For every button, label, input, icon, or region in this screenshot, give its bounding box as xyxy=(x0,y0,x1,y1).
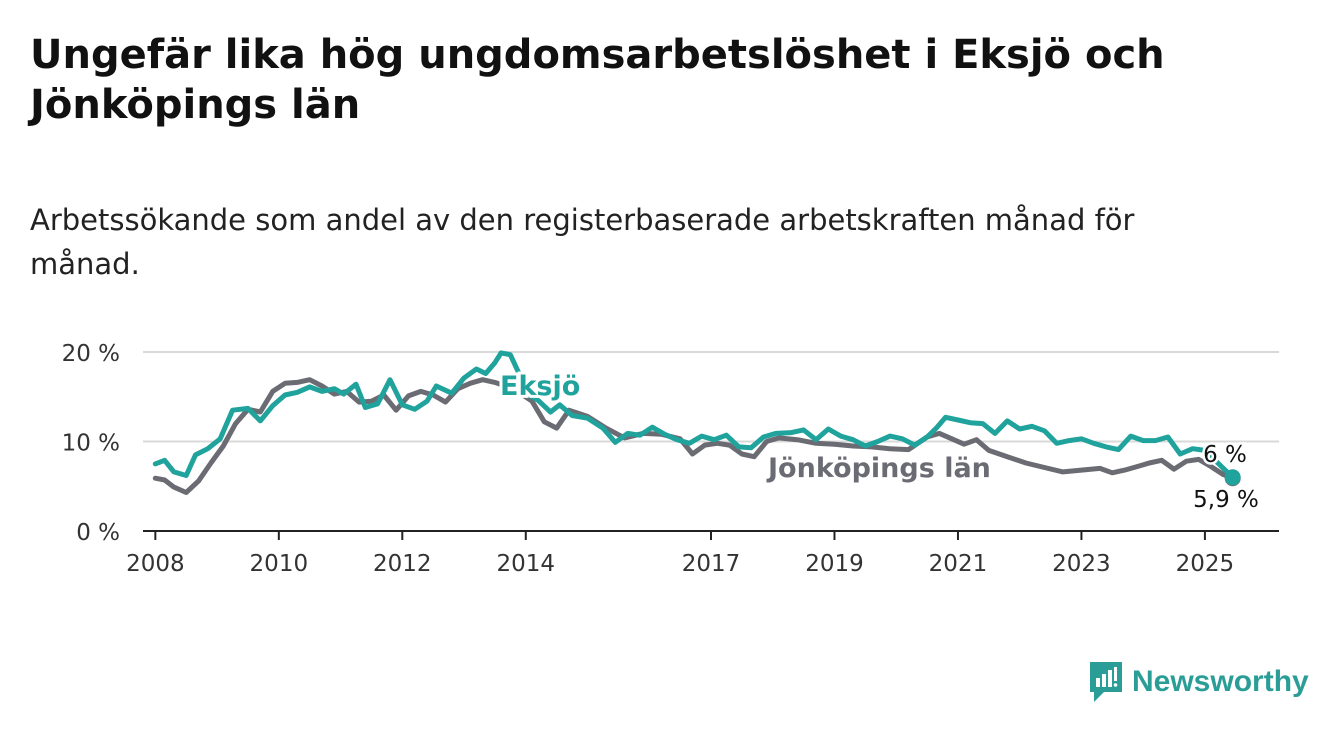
series-lines xyxy=(152,350,1241,495)
series-line-eksjö xyxy=(152,350,1236,480)
x-tick-label-2014: 2014 xyxy=(497,551,556,577)
chart-subtitle: Arbetssökande som andel av den registerb… xyxy=(30,203,1135,281)
y-tick-label-20: 20 % xyxy=(62,341,120,367)
series-labels: Eksjö Jönköpings län 6 % 5,9 % xyxy=(497,368,1261,516)
grid-lines xyxy=(143,351,1279,443)
series-label-jonkopings-lan: Jönköpings län xyxy=(766,453,991,484)
x-tick-label-2025: 2025 xyxy=(1176,551,1235,577)
x-axis: 2008 2010 2012 2014 2017 2019 2021 2023 2025 xyxy=(126,530,1279,577)
x-tick-label-2012: 2012 xyxy=(373,551,432,577)
x-tick-label-2017: 2017 xyxy=(682,551,741,577)
y-axis-tick-labels: 0 % 10 % 20 % xyxy=(62,341,120,546)
end-value-label-jonkopings-lan: 5,9 % xyxy=(1193,487,1259,513)
x-tick-label-2019: 2019 xyxy=(805,551,864,577)
y-tick-label-0: 0 % xyxy=(76,520,120,546)
x-tick-label-2021: 2021 xyxy=(929,551,988,577)
newsworthy-logo-icon xyxy=(1090,662,1122,702)
end-value-label-eksjo: 6 % xyxy=(1203,442,1247,468)
brand-name: Newsworthy xyxy=(1132,665,1309,698)
x-tick-label-2010: 2010 xyxy=(250,551,309,577)
brand-logo: Newsworthy xyxy=(1088,660,1309,704)
series-label-eksjo: Eksjö xyxy=(500,371,580,402)
series-line-jönköpings-län xyxy=(152,377,1236,495)
series-endpoint-eksjö xyxy=(1224,469,1241,486)
y-tick-label-10: 10 % xyxy=(62,431,120,457)
x-tick-label-2008: 2008 xyxy=(126,551,185,577)
x-tick-label-2023: 2023 xyxy=(1052,551,1111,577)
chart-title: Ungefär lika hög ungdomsarbetslöshet i E… xyxy=(30,32,1165,128)
